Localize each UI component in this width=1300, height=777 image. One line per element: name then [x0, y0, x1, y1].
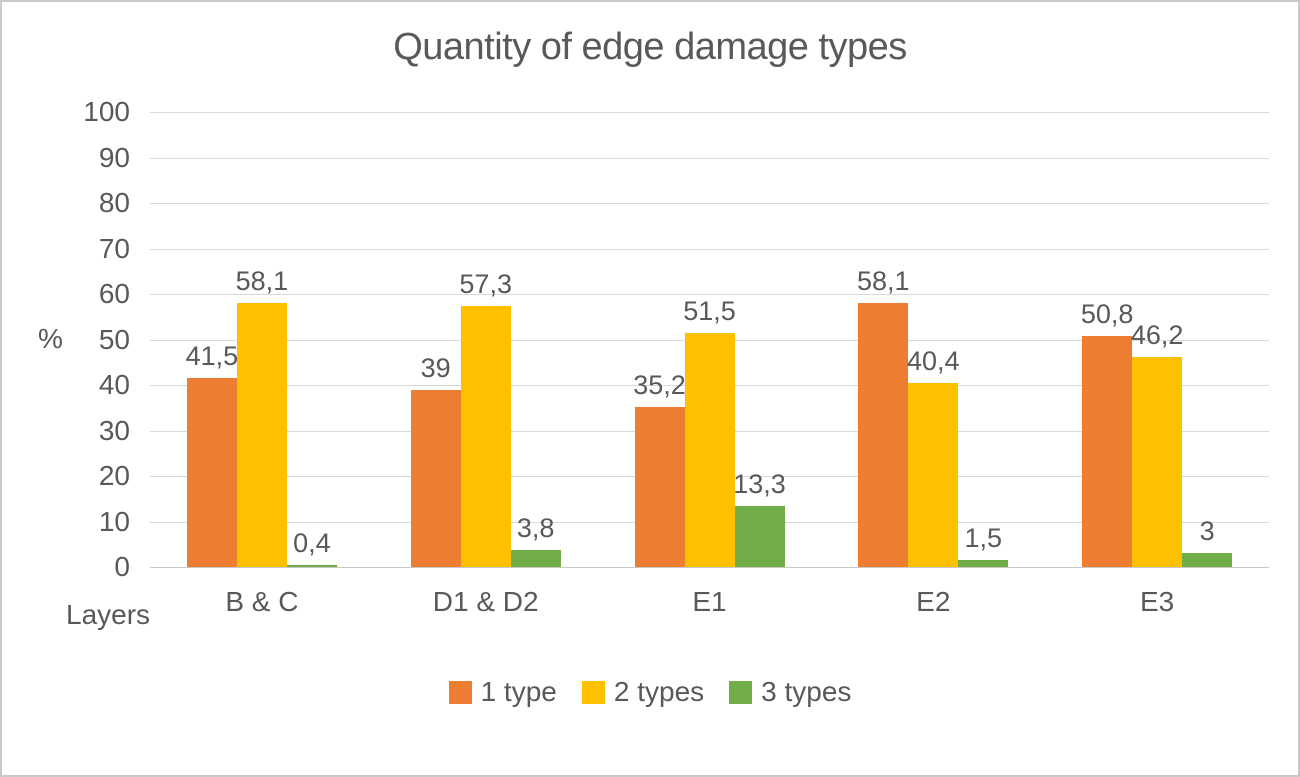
bar	[510, 549, 561, 567]
bar-value-label: 0,4	[293, 528, 331, 559]
bar	[908, 383, 959, 567]
y-tick-label: 70	[98, 232, 130, 264]
legend-item: 2 types	[581, 675, 705, 709]
legend-swatch	[581, 680, 605, 704]
y-tick-label: 20	[98, 460, 130, 491]
legend-label: 3 types	[761, 676, 852, 707]
gridline	[150, 294, 1269, 295]
gridline	[150, 567, 1269, 568]
legend-swatch	[448, 680, 472, 704]
bar-value-label: 58,1	[857, 265, 910, 296]
x-axis-label: Layers	[66, 599, 151, 630]
legend-item: 1 type	[448, 675, 557, 709]
y-axis-label: %	[38, 323, 63, 354]
bar	[858, 302, 909, 567]
bar-value-label: 58,1	[235, 265, 289, 296]
bar-value-label: 3,8	[516, 512, 555, 543]
bar-value-label: 41,5	[185, 341, 239, 372]
y-tick-label: 40	[98, 369, 130, 400]
y-tick-label: 80	[98, 187, 130, 218]
bar-value-label: 50,8	[1080, 298, 1134, 329]
legend-label: 2 types	[613, 676, 705, 707]
y-tick-label: 30	[98, 414, 130, 446]
category-label: B & C	[225, 586, 299, 617]
y-tick-label: 100	[83, 96, 130, 127]
category-label: E2	[916, 586, 951, 617]
bar	[1182, 553, 1233, 567]
bar-value-label: 39	[420, 352, 451, 383]
bar-value-label: 35,2	[633, 369, 686, 400]
plot-area: 41,5 39 35,2 58,1 50,8 58,1 57,3 51,5 40,4 46,2 0,…	[150, 112, 1269, 568]
y-tick-label: 0	[114, 551, 130, 582]
bar-value-label: 57,3	[459, 269, 512, 300]
y-tick-label: 90	[98, 141, 130, 173]
bar	[410, 389, 461, 567]
category-label: E1	[692, 586, 727, 617]
bar	[286, 565, 337, 567]
bar	[958, 560, 1009, 567]
legend-swatch	[729, 680, 753, 704]
y-tick-label: 10	[98, 505, 130, 537]
chart-title: Quantity of edge damage types	[393, 26, 907, 68]
bar	[1132, 356, 1183, 567]
bar-value-label: 46,2	[1130, 319, 1184, 350]
gridline	[150, 112, 1269, 113]
bar	[684, 332, 735, 567]
y-tick-label: 50	[98, 323, 130, 355]
y-tick-label: 60	[98, 278, 130, 309]
legend: 1 type 2 types 3 types	[2, 675, 1298, 709]
bar-value-label: 13,3	[733, 469, 786, 500]
bar	[634, 406, 685, 567]
legend-item: 3 types	[729, 675, 851, 709]
bar-value-label: 51,5	[683, 295, 736, 326]
gridline	[150, 248, 1269, 250]
bar	[236, 302, 287, 567]
category-label: D1 & D2	[432, 586, 539, 617]
category-label: E3	[1139, 586, 1175, 617]
legend-label: 1 type	[480, 676, 557, 707]
bar	[734, 506, 785, 567]
bar	[1082, 335, 1133, 567]
gridline	[150, 157, 1269, 159]
bar-value-label: 3	[1199, 516, 1215, 547]
bar-value-label: 40,4	[907, 346, 960, 377]
gridline	[150, 203, 1269, 204]
bar-value-label: 1,5	[964, 523, 1003, 554]
bar	[186, 378, 237, 567]
bar	[460, 306, 511, 567]
